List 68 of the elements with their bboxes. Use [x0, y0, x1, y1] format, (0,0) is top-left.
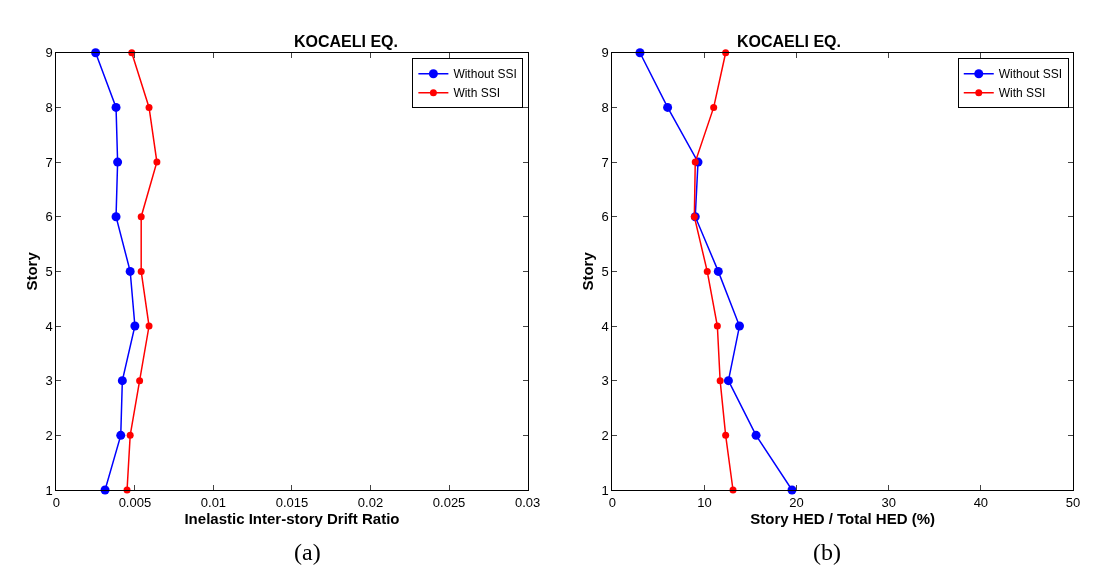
x-axis-title: Inelastic Inter-story Drift Ratio: [184, 509, 400, 527]
point: [125, 266, 135, 276]
x-tick-label: 0: [608, 494, 616, 510]
y-axis-title: Story: [578, 251, 596, 291]
legend-label: With SSI: [998, 86, 1046, 101]
point: [145, 103, 153, 111]
y-tick-label: 7: [601, 154, 609, 170]
y-tick-label: 4: [601, 318, 609, 334]
x-tick-label: 20: [789, 494, 804, 510]
point: [137, 267, 145, 275]
y-tick-label: 1: [45, 482, 53, 498]
point: [734, 321, 744, 331]
x-tick-label: 10: [697, 494, 712, 510]
point: [703, 267, 711, 275]
text: (b): [813, 539, 841, 565]
x-tick-label: 0.03: [514, 494, 541, 510]
y-tick-label: 4: [45, 318, 53, 334]
point: [145, 322, 153, 330]
point: [111, 102, 121, 112]
point: [751, 430, 761, 440]
point: [713, 322, 721, 330]
y-tick-label: 6: [45, 209, 53, 225]
point: [113, 157, 123, 167]
x-tick-label: 0: [52, 494, 60, 510]
point: [111, 212, 121, 222]
point: [723, 376, 733, 386]
point: [713, 266, 723, 276]
legend-label: Without SSI: [453, 67, 517, 82]
point: [663, 102, 673, 112]
x-tick-label: 50: [1065, 494, 1081, 510]
text: (a): [294, 539, 321, 565]
y-tick-label: 6: [601, 209, 609, 225]
point: [153, 158, 161, 166]
y-tick-label: 9: [601, 45, 609, 61]
chart-title: KOCAELI EQ.: [294, 33, 399, 50]
y-tick-label: 1: [601, 482, 609, 498]
point: [136, 377, 144, 385]
y-axis-title: Story: [22, 251, 40, 291]
x-tick-label: 0.005: [118, 494, 152, 510]
point: [117, 376, 127, 386]
point: [130, 321, 140, 331]
x-axis-title: Story HED / Total HED (%): [750, 509, 936, 527]
legend-label: Without SSI: [998, 67, 1063, 82]
x-tick-label: 0.02: [357, 494, 384, 510]
point: [722, 431, 730, 439]
x-tick-label: 0.025: [432, 494, 466, 510]
chart-title: KOCAELI EQ.: [737, 33, 842, 50]
legend-label: With SSI: [453, 86, 501, 101]
y-tick-label: 8: [45, 99, 53, 115]
y-tick-label: 5: [601, 263, 609, 279]
y-tick-label: 2: [45, 427, 53, 443]
point: [716, 377, 724, 385]
y-tick-label: 8: [601, 99, 609, 115]
y-tick-label: 3: [45, 373, 53, 389]
point: [116, 430, 126, 440]
y-tick-label: 2: [601, 427, 609, 443]
x-tick-label: 40: [973, 494, 989, 510]
point: [691, 158, 699, 166]
y-tick-label: 7: [45, 154, 53, 170]
point: [137, 213, 145, 221]
y-tick-label: 9: [45, 45, 53, 61]
x-tick-label: 30: [881, 494, 896, 510]
point: [126, 431, 134, 439]
x-tick-label: 0.01: [200, 494, 227, 510]
y-tick-label: 5: [45, 263, 53, 279]
x-tick-label: 0.015: [275, 494, 309, 510]
y-tick-label: 3: [601, 373, 609, 389]
point: [710, 103, 718, 111]
